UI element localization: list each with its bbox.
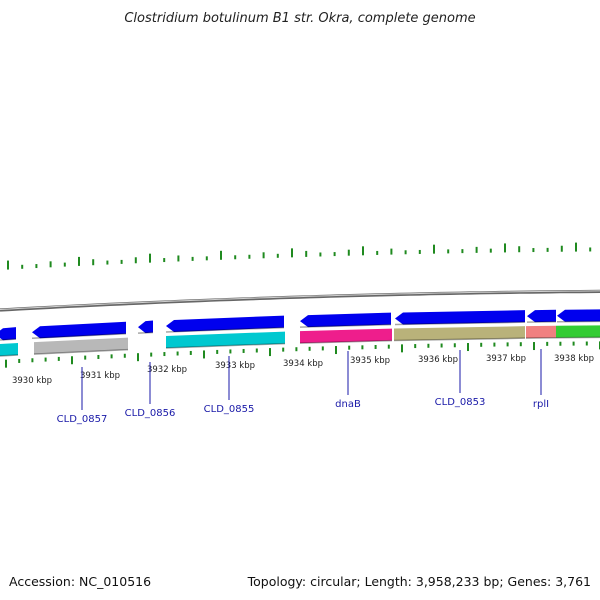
gene-feature xyxy=(166,331,285,348)
gene-shade xyxy=(0,354,19,357)
gene-feature xyxy=(526,325,556,339)
gene-label: CLD_0853 xyxy=(435,397,486,408)
gene-label: CLD_0857 xyxy=(57,414,108,425)
gene-feature xyxy=(394,326,525,341)
gene-feature xyxy=(0,343,18,357)
gene-feature xyxy=(32,321,126,339)
scale-label: 3936 kbp xyxy=(418,355,458,365)
scale-label: 3935 kbp xyxy=(350,356,390,366)
gene-shade xyxy=(165,326,285,333)
scale-label: 3931 kbp xyxy=(80,371,120,381)
backbone-outer xyxy=(0,289,600,312)
gene-label: dnaB xyxy=(335,399,361,410)
scale-label: 3937 kbp xyxy=(486,354,526,364)
gene-shade xyxy=(393,337,526,342)
scale-label: 3933 kbp xyxy=(215,361,255,371)
scale-label: 3930 kbp xyxy=(12,376,52,386)
gene-shade xyxy=(137,331,154,334)
gene-feature xyxy=(527,309,556,323)
gene-feature xyxy=(395,310,525,325)
gene-shade xyxy=(299,339,393,344)
scale-track xyxy=(5,341,600,368)
gene-shade xyxy=(33,348,129,355)
gene-feature xyxy=(166,315,284,332)
scale-label: 3932 kbp xyxy=(147,365,187,375)
label-layer: 3930 kbp 3931 kbp 3932 kbp 3933 kbp 3934 kbp… xyxy=(12,349,594,425)
gene-feature xyxy=(34,337,128,355)
gene-feature xyxy=(557,309,600,322)
gene-shade xyxy=(165,342,286,349)
gc-skew-track xyxy=(7,242,592,270)
gene-label: CLD_0856 xyxy=(125,408,176,419)
gene-shade xyxy=(299,323,392,328)
gene-shade xyxy=(31,332,127,340)
scale-label: 3938 kbp xyxy=(554,354,594,364)
gene-label: CLD_0855 xyxy=(204,404,255,415)
gene-feature xyxy=(300,328,392,344)
gene-feature xyxy=(556,325,600,338)
genome-backbone xyxy=(0,289,600,312)
genome-title: Clostridium botulinum B1 str. Okra, comp… xyxy=(124,11,475,26)
gene-feature xyxy=(300,312,391,328)
gene-feature xyxy=(138,320,153,334)
gene-label: rplI xyxy=(533,399,549,410)
backbone-highlight xyxy=(0,290,600,310)
accession-text: Accession: NC_010516 xyxy=(9,574,152,589)
gene-shade xyxy=(0,338,17,341)
scale-label: 3934 kbp xyxy=(283,359,323,369)
topology-text: Topology: circular; Length: 3,958,233 bp… xyxy=(247,574,591,589)
gene-shade xyxy=(394,321,526,326)
gene-track xyxy=(0,309,600,357)
gene-feature xyxy=(0,327,16,341)
